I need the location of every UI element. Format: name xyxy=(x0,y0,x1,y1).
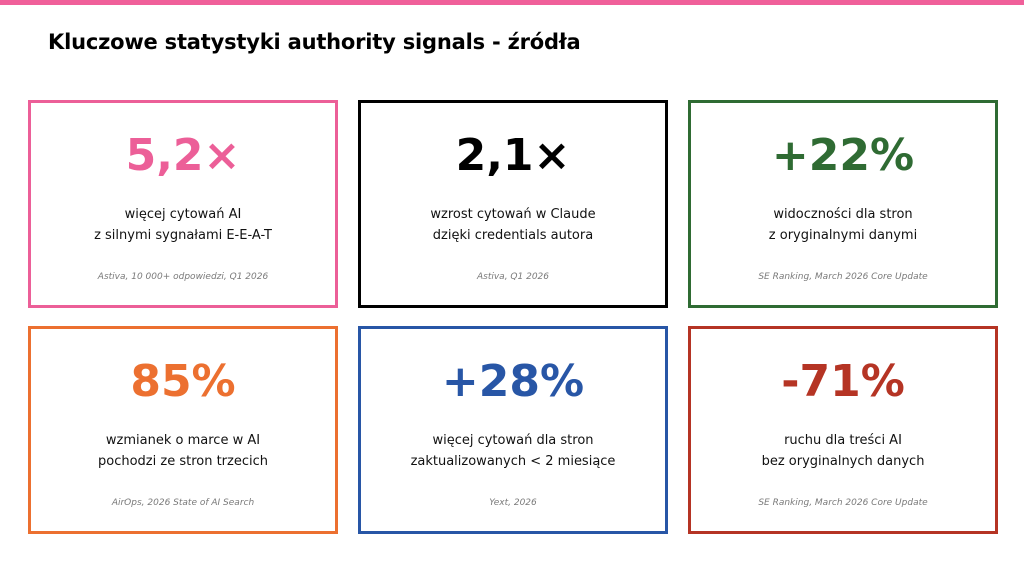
stat-description-line: z silnymi sygnałami E-E-A-T xyxy=(94,228,272,243)
stat-card-updated-pages-citations: +28% więcej cytowań dla stron zaktualizo… xyxy=(358,326,668,534)
stat-description: więcej cytowań dla stron zaktualizowanyc… xyxy=(361,430,665,472)
stat-description-line: z oryginalnymi danymi xyxy=(768,228,918,243)
stat-description-line: widoczności dla stron xyxy=(773,207,913,222)
stat-source: SE Ranking, March 2026 Core Update xyxy=(758,498,928,508)
stat-description-line: wzmianek o marce w AI xyxy=(105,433,261,448)
stat-description-line: ruchu dla treści AI xyxy=(784,433,902,448)
stat-value: 85% xyxy=(130,356,236,407)
stat-description-line: więcej cytowań AI xyxy=(124,207,242,222)
stat-cards-grid: 5,2× więcej cytowań AI z silnymi sygnała… xyxy=(28,100,999,534)
stat-description-line: dzięki credentials autora xyxy=(432,228,594,243)
stat-source: Yext, 2026 xyxy=(489,498,537,508)
stat-card-eeat-citations: 5,2× więcej cytowań AI z silnymi sygnała… xyxy=(28,100,338,308)
stat-description: więcej cytowań AI z silnymi sygnałami E-… xyxy=(31,204,335,246)
stat-source: SE Ranking, March 2026 Core Update xyxy=(758,272,928,282)
stat-value: +28% xyxy=(441,356,585,407)
stat-description-line: pochodzi ze stron trzecich xyxy=(98,454,268,469)
stat-description-line: bez oryginalnych danych xyxy=(761,454,925,469)
stat-value: -71% xyxy=(781,356,905,407)
stat-source: Astiva, 10 000+ odpowiedzi, Q1 2026 xyxy=(97,272,269,282)
stat-description: wzrost cytowań w Claude dzięki credentia… xyxy=(361,204,665,246)
slide-title: Kluczowe statystyki authority signals - … xyxy=(48,30,581,54)
stat-value: +22% xyxy=(771,130,915,181)
top-accent-bar xyxy=(0,0,1024,5)
stat-value: 2,1× xyxy=(455,130,571,181)
stat-card-claude-citations: 2,1× wzrost cytowań w Claude dzięki cred… xyxy=(358,100,668,308)
stat-description-line: zaktualizowanych < 2 miesiące xyxy=(410,454,616,469)
stat-source: Astiva, Q1 2026 xyxy=(476,272,549,282)
stat-description-line: więcej cytowań dla stron xyxy=(432,433,594,448)
stat-description: wzmianek o marce w AI pochodzi ze stron … xyxy=(31,430,335,472)
stat-source: AirOps, 2026 State of AI Search xyxy=(111,498,255,508)
stat-description: widoczności dla stron z oryginalnymi dan… xyxy=(691,204,995,246)
stat-card-original-data-visibility: +22% widoczności dla stron z oryginalnym… xyxy=(688,100,998,308)
stat-value: 5,2× xyxy=(125,130,241,181)
stat-description-line: wzrost cytowań w Claude xyxy=(430,207,596,222)
stat-card-brand-mentions: 85% wzmianek o marce w AI pochodzi ze st… xyxy=(28,326,338,534)
stat-description: ruchu dla treści AI bez oryginalnych dan… xyxy=(691,430,995,472)
stat-card-ai-content-traffic: -71% ruchu dla treści AI bez oryginalnyc… xyxy=(688,326,998,534)
